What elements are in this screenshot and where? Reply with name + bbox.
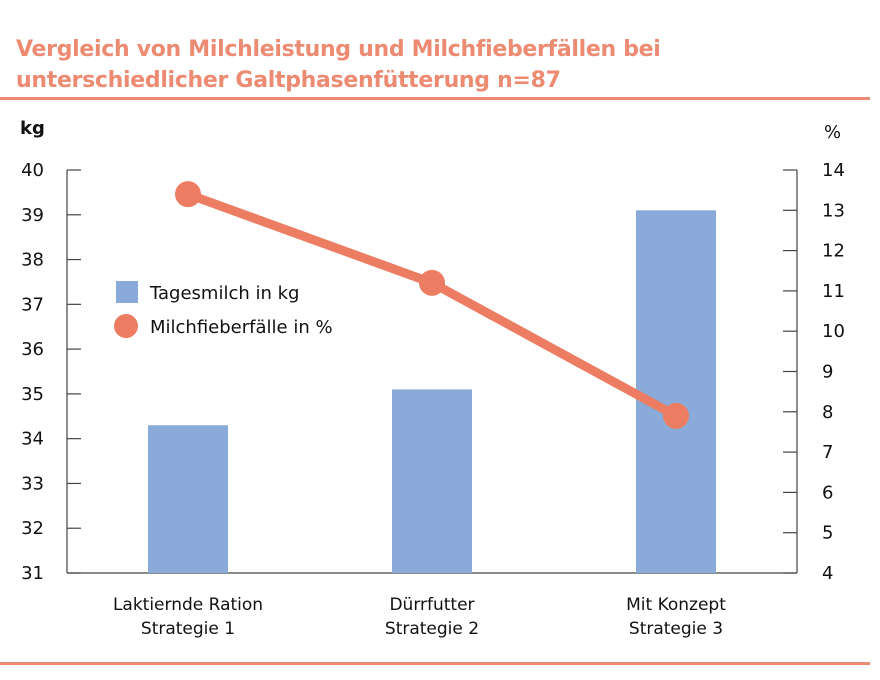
right-tick-label: 11 [822,281,845,302]
bar-2 [392,389,472,573]
left-tick-label: 40 [21,160,44,181]
left-tick-label: 32 [21,518,44,539]
right-tick-label: 14 [822,160,845,181]
right-tick-label: 12 [822,241,845,262]
left-tick-label: 33 [21,473,44,494]
line-point-2 [419,269,445,296]
legend-bar-label: Tagesmilch in kg [149,283,299,304]
right-tick-label: 8 [822,402,833,423]
left-tick-label: 38 [21,250,44,271]
title-divider [0,97,870,100]
legend-line-label: Milchfieberfälle in % [150,317,333,338]
title-line-2: unterschiedlicher Galtphasenfütterung n=… [16,68,561,93]
left-tick-label: 31 [21,563,44,584]
line-series [186,189,679,420]
title-line-1: Vergleich von Milchleistung und Milchfie… [16,37,661,62]
bar-3 [636,210,716,574]
line-point-1 [175,181,201,208]
legend-bar-swatch [116,281,138,303]
legend-line-swatch [114,314,138,338]
x-tick-label: Strategie 1 [141,619,235,639]
right-tick-label: 5 [822,523,833,544]
right-tick-label: 9 [822,362,833,383]
left-tick-label: 39 [21,205,44,226]
right-tick-label: 6 [822,482,833,503]
left-tick-label: 35 [21,384,44,405]
x-tick-label: Mit Konzept [626,595,726,615]
right-axis-label: % [824,122,841,143]
right-tick-label: 10 [822,321,845,342]
right-tick-label: 4 [822,563,833,584]
line-point-3 [663,402,689,429]
bottom-divider [0,662,870,665]
bar-1 [148,425,228,573]
x-tick-label: Dürrfutter [389,595,474,615]
right-tick-label: 7 [822,442,833,463]
x-tick-label: Laktiernde Ration [113,595,263,615]
x-tick-label: Strategie 3 [629,619,723,639]
left-tick-label: 34 [21,429,44,450]
chart-title: Vergleich von Milchleistung und Milchfie… [16,34,661,96]
x-tick-label: Strategie 2 [385,619,479,639]
right-tick-label: 13 [822,200,845,221]
left-axis-label: kg [20,118,45,139]
left-tick-label: 36 [21,339,44,360]
left-tick-label: 37 [21,294,44,315]
